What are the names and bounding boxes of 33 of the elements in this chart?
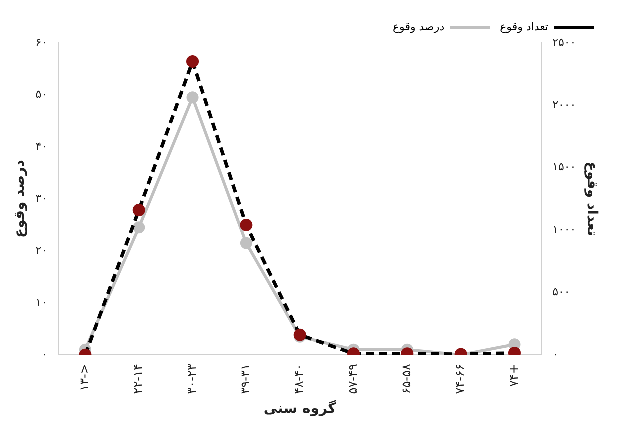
legend-label: درصد وقوع xyxy=(392,20,445,34)
x-tick-label: ۱۳-> xyxy=(78,364,92,392)
x-tick-label: ۶۵-۵۸ xyxy=(400,364,414,394)
y-tick-label: ۴۰ xyxy=(36,140,48,153)
x-tick-label: ۲۲-۱۴ xyxy=(131,364,146,394)
y-tick-label: ۰ xyxy=(42,348,48,361)
x-tick-label: ۴۸-۴۰ xyxy=(292,364,306,394)
point xyxy=(240,219,253,232)
y2-tick-label: ۲۵۰۰ xyxy=(552,36,576,49)
point xyxy=(240,237,252,250)
x-tick-label: ۷۴-۶۶ xyxy=(453,364,468,394)
y2-tick-label: ۲۰۰۰ xyxy=(552,98,576,112)
legend-label: تعداد وقوع xyxy=(500,20,548,34)
x-axis-title: گروه سنی xyxy=(264,400,338,418)
x-tick-label: ۳۹-۳۱ xyxy=(238,364,253,394)
y2-tick-label: ۵۰۰ xyxy=(552,286,570,299)
point xyxy=(132,204,146,217)
y2-tick-label: ۱۵۰۰ xyxy=(552,160,576,174)
y-tick-label: ۵۰ xyxy=(36,88,48,101)
x-tick-label: ۳۰-۲۳ xyxy=(184,364,199,394)
y-tick-label: ۶۰ xyxy=(36,36,48,49)
y-tick-label: ۲۰ xyxy=(36,244,48,257)
y2-axis-title: تعداد وقوع xyxy=(584,162,600,236)
y-axis-title: درصد وقوع xyxy=(12,160,28,238)
point xyxy=(186,92,199,104)
point xyxy=(186,55,200,68)
y-tick-label: ۱۰ xyxy=(36,296,48,309)
x-tick-label: ۷۴+ xyxy=(506,364,521,388)
y-tick-label: ۳۰ xyxy=(36,192,48,205)
y2-tick-label: ۱۰۰۰ xyxy=(552,223,576,236)
x-tick-label: ۵۷-۴۹ xyxy=(346,364,360,394)
point xyxy=(133,222,146,234)
y2-tick-label: ۰ xyxy=(552,348,558,361)
